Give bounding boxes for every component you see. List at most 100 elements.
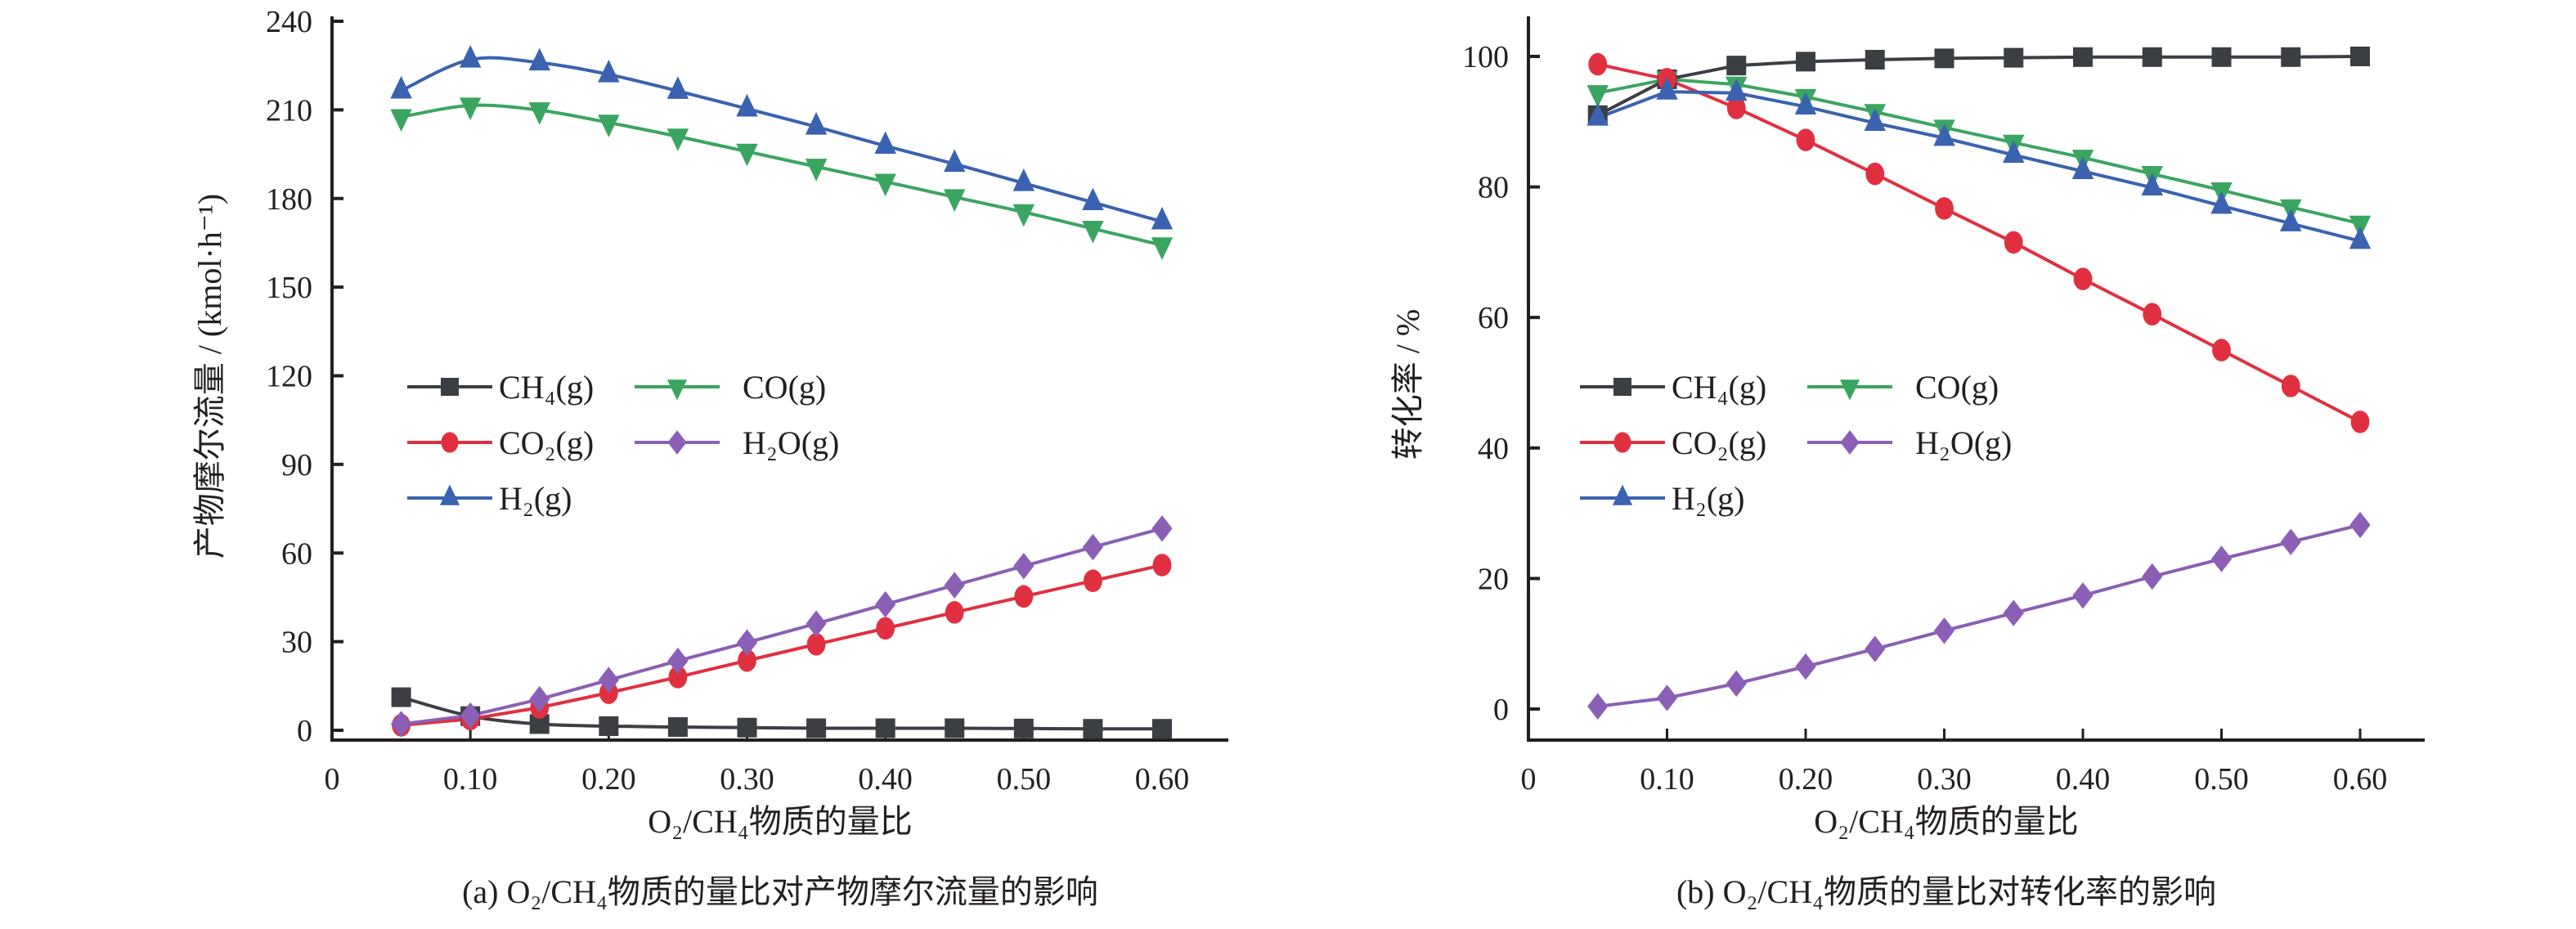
chart-a-point-h2-g xyxy=(1082,187,1104,211)
chart-b-series-line-h2o-g xyxy=(1597,523,2361,708)
chart-b-point-h2-g xyxy=(1933,123,1955,146)
chart-a-point-h2-g xyxy=(666,76,689,99)
chart-b-point-co2-g xyxy=(2350,411,2370,433)
chart-b-point-h2-g xyxy=(2141,173,2163,195)
chart-b-legend-marker-h2-g xyxy=(1612,484,1633,505)
chart-b-point-co2-g xyxy=(2073,267,2093,290)
chart-b-point-ch4-g xyxy=(2211,47,2232,67)
chart-a-legend-label-h2-g: H₂(g) xyxy=(499,480,572,517)
chart-b-point-h2o-g xyxy=(2280,528,2301,555)
chart-b-point-h2o-g xyxy=(1865,635,1886,662)
chart-b-point-h2o-g xyxy=(2142,563,2163,590)
chart-b-point-h2-g xyxy=(1726,78,1748,101)
chart-a-point-ch4-g xyxy=(806,718,827,738)
chart-a-legend-marker-co2-g xyxy=(441,432,459,453)
chart-a-point-co-g xyxy=(528,102,550,125)
chart-b-point-co2-g xyxy=(2212,339,2231,361)
chart-a-x-tick-label: 0 xyxy=(325,762,340,797)
chart-a-series-line-h2-g xyxy=(400,56,1163,223)
chart-a-point-h2o-g xyxy=(667,647,689,675)
chart-b-point-h2o-g xyxy=(1656,684,1678,711)
chart-b-point-co2-g xyxy=(1726,96,1746,119)
chart-a-point-co-g xyxy=(1151,237,1174,260)
chart-b-point-co-g xyxy=(1586,85,1609,108)
chart-a-point-ch4-g xyxy=(667,717,688,738)
chart-a-x-tick-label: 0.50 xyxy=(997,762,1052,797)
chart-b-point-co2-g xyxy=(2143,303,2162,326)
chart-b-point-h2o-g xyxy=(2349,511,2371,539)
chart-b-point-co2-g xyxy=(2281,375,2300,397)
chart-b-legend-marker-h2o-g xyxy=(1840,430,1860,455)
chart-a-legend-marker-ch4-g xyxy=(441,378,459,396)
chart-a-y-tick-label: 90 xyxy=(281,448,312,482)
chart-a-series-line-co2-g xyxy=(401,563,1163,727)
chart-b-x-tick-label: 0.40 xyxy=(2056,762,2111,797)
chart-b-legend-item-h2-g: H₂(g) xyxy=(1580,480,1744,517)
chart-a-legend-label-co-g: CO(g) xyxy=(743,369,826,406)
chart-b-legend-marker-ch4-g xyxy=(1613,378,1631,396)
chart-b-point-ch4-g xyxy=(2142,47,2162,67)
chart-b-series-lines xyxy=(1596,55,2361,708)
chart-a-x-tick-label: 0.10 xyxy=(443,762,498,797)
chart-a-point-h2-g xyxy=(459,44,482,68)
chart-a-y-tick-label: 180 xyxy=(266,182,312,217)
chart-a-axes: 0 30 60 90 120 150 180 210 240 0 0.10 0.20 0.30 0.40 0… xyxy=(266,5,1228,797)
chart-a-point-co-g xyxy=(736,143,758,167)
chart-a-point-co-g xyxy=(805,159,828,182)
chart-b-y-tick-label: 80 xyxy=(1478,171,1509,205)
chart-a-point-co2-g xyxy=(1014,585,1034,608)
chart-a-point-co2-g xyxy=(1084,569,1102,593)
chart-a-point-ch4-g xyxy=(599,716,619,736)
chart-a-legend-marker-h2-g xyxy=(439,484,460,505)
chart-a-legend-item-h2o-g: H₂O(g) xyxy=(635,424,839,461)
chart-b-point-h2-g xyxy=(1656,77,1678,100)
chart-b-legend-item-co2-g: CO₂(g) xyxy=(1580,424,1766,461)
chart-b-y-tick-label: 60 xyxy=(1478,301,1509,335)
chart-a-point-h2-g xyxy=(805,111,828,135)
chart-b-axes: 0 20 40 60 80 100 0 0.10 0.20 0.30 0.40 0.50 0.60 xyxy=(1462,16,2425,797)
chart-b-legend-label-h2o-g: H₂O(g) xyxy=(1915,424,2012,461)
chart-a-x-tick-label: 0.30 xyxy=(720,762,774,797)
chart-b-series-line-co-g xyxy=(1597,77,2361,226)
chart-a-point-h2o-g xyxy=(736,629,758,656)
chart-a-point-h2-g xyxy=(1012,168,1035,191)
chart-b-legend-label-co2-g: CO₂(g) xyxy=(1672,424,1766,461)
chart-b-point-h2-g xyxy=(1586,103,1609,126)
chart-b-conversion-rate: 0 20 40 60 80 100 0 0.10 0.20 0.30 0.40 0.50 0.60 CH… xyxy=(1389,16,2425,910)
chart-b-point-h2o-g xyxy=(1933,617,1955,644)
chart-a-point-co-g xyxy=(459,97,482,120)
chart-b-legend-marker-co2-g xyxy=(1613,432,1631,453)
chart-a-point-co2-g xyxy=(945,601,964,624)
chart-a-point-co-g xyxy=(944,189,966,212)
chart-a-point-co2-g xyxy=(806,633,826,656)
chart-a-y-tick-label: 120 xyxy=(266,360,312,394)
chart-b-point-h2o-g xyxy=(2003,599,2024,626)
chart-a-y-tick-label: 210 xyxy=(266,93,312,128)
chart-a-legend-item-co2-g: CO₂(g) xyxy=(407,424,594,461)
chart-a-point-h2o-g xyxy=(875,590,896,618)
chart-b-series-markers xyxy=(1586,47,2372,720)
chart-a-point-h2-g xyxy=(390,75,412,99)
chart-a-point-co-g xyxy=(390,109,412,132)
chart-a-point-co-g xyxy=(1082,220,1104,244)
chart-b-point-h2-g xyxy=(2003,140,2025,164)
chart-a-point-h2o-g xyxy=(460,702,481,729)
chart-b-x-tick-label: 0.20 xyxy=(1779,762,1833,797)
chart-a-x-tick-label: 0.40 xyxy=(858,762,913,797)
chart-b-point-co2-g xyxy=(2004,231,2023,254)
chart-a-point-h2o-g xyxy=(944,572,965,599)
chart-b-caption: (b) O₂/CH₄物质的量比对转化率的影响 xyxy=(1676,873,2216,910)
chart-b-point-ch4-g xyxy=(2073,47,2093,67)
chart-a-point-co-g xyxy=(598,114,620,137)
chart-b-point-ch4-g xyxy=(1934,48,1954,69)
chart-a-point-h2o-g xyxy=(1151,515,1173,542)
chart-b-point-ch4-g xyxy=(1796,52,1815,72)
chart-b-legend-item-ch4-g: CH₄(g) xyxy=(1580,369,1766,406)
chart-b-point-h2-g xyxy=(2280,209,2302,231)
chart-a-point-h2o-g xyxy=(1082,533,1104,561)
chart-b-point-co2-g xyxy=(1796,128,1815,151)
chart-a-point-h2-g xyxy=(528,47,550,71)
chart-b-series-line-h2-g xyxy=(1597,90,2361,243)
chart-a-series-markers xyxy=(390,44,1174,739)
chart-a-legend-marker-h2o-g xyxy=(667,430,687,455)
